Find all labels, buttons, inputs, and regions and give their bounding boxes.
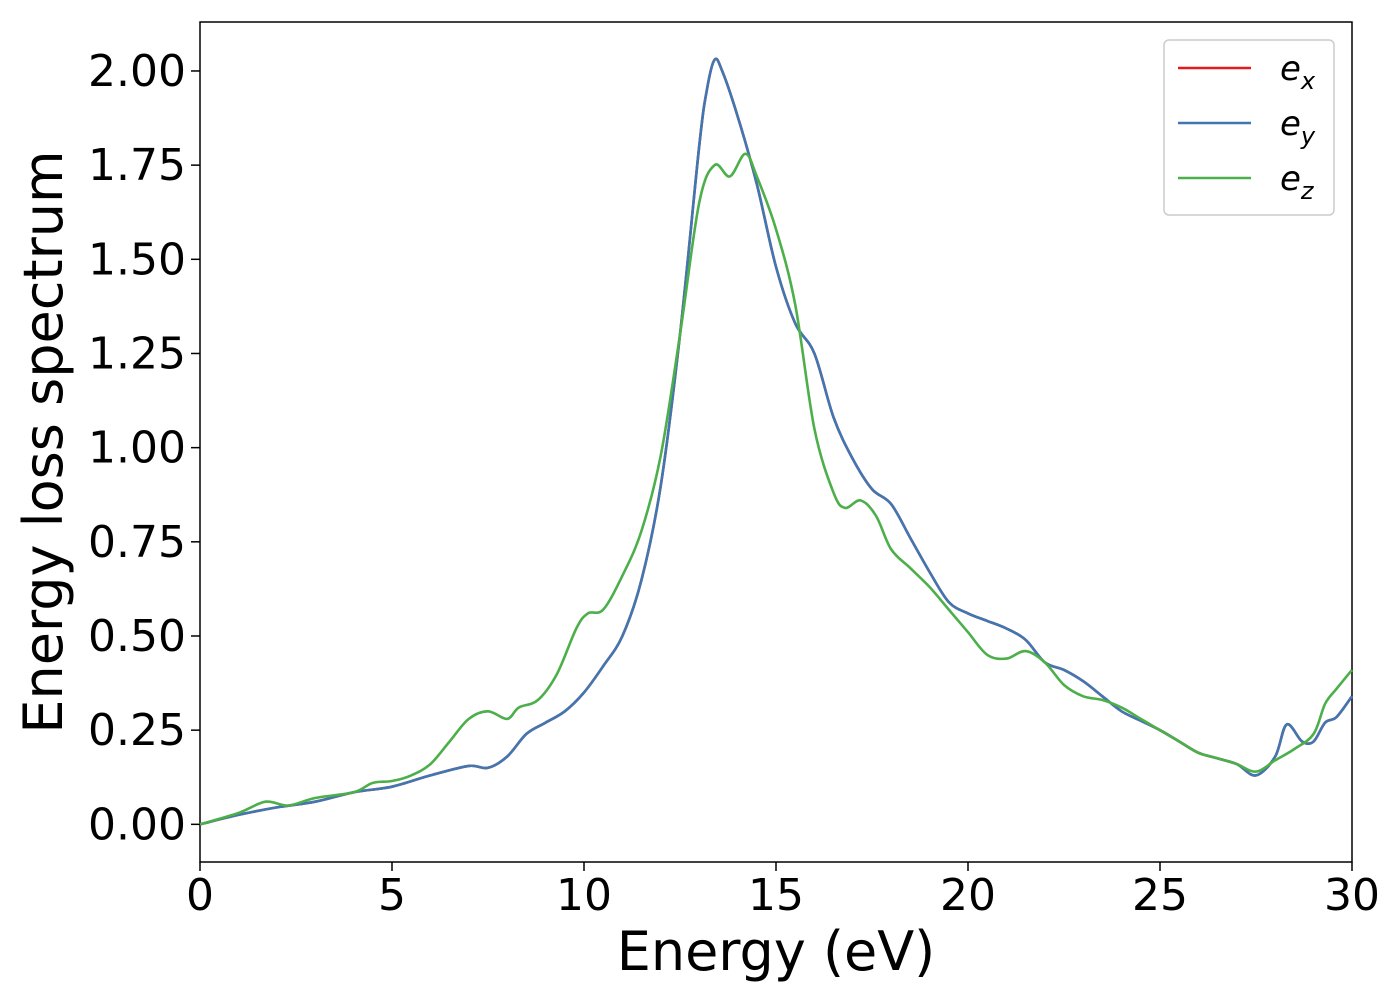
y-tick-label: 1.50 [88, 234, 186, 285]
x-tick-label: 10 [556, 870, 612, 921]
x-tick-label: 25 [1132, 870, 1188, 921]
y-tick-label: 1.75 [88, 140, 186, 191]
x-tick-label: 5 [378, 870, 406, 921]
y-tick-label: 0.00 [88, 799, 186, 850]
x-tick-label: 30 [1324, 870, 1380, 921]
legend-entry: ey [1280, 104, 1316, 150]
x-tick-label: 15 [748, 870, 804, 921]
series-layer [199, 57, 1354, 826]
legend-frame [1163, 39, 1335, 216]
y-tick-label: 1.25 [88, 328, 186, 379]
x-tick-label: 0 [186, 870, 214, 921]
y-axis-ticks: 0.00 0.25 0.50 0.75 1.00 1.25 1.50 1.75 2.00 [88, 46, 200, 850]
x-tick-label: 20 [940, 870, 996, 921]
y-tick-label: 0.75 [88, 517, 186, 568]
plot-area [199, 21, 1353, 863]
legend-entry-subscript: y [1300, 122, 1316, 150]
y-tick-label: 2.00 [88, 46, 186, 97]
y-tick-label: 0.50 [88, 611, 186, 662]
legend-entry-subscript: z [1300, 177, 1315, 205]
legend-entry-subscript: x [1300, 67, 1316, 95]
x-axis-ticks: 0 5 10 15 20 25 30 [186, 862, 1380, 921]
y-axis-label: Energy loss spectrum [12, 150, 75, 733]
y-tick-label: 1.00 [88, 423, 186, 474]
x-axis-label: Energy (eV) [617, 920, 936, 983]
y-tick-label: 0.25 [88, 705, 186, 756]
series-line-e-z [199, 152, 1353, 826]
